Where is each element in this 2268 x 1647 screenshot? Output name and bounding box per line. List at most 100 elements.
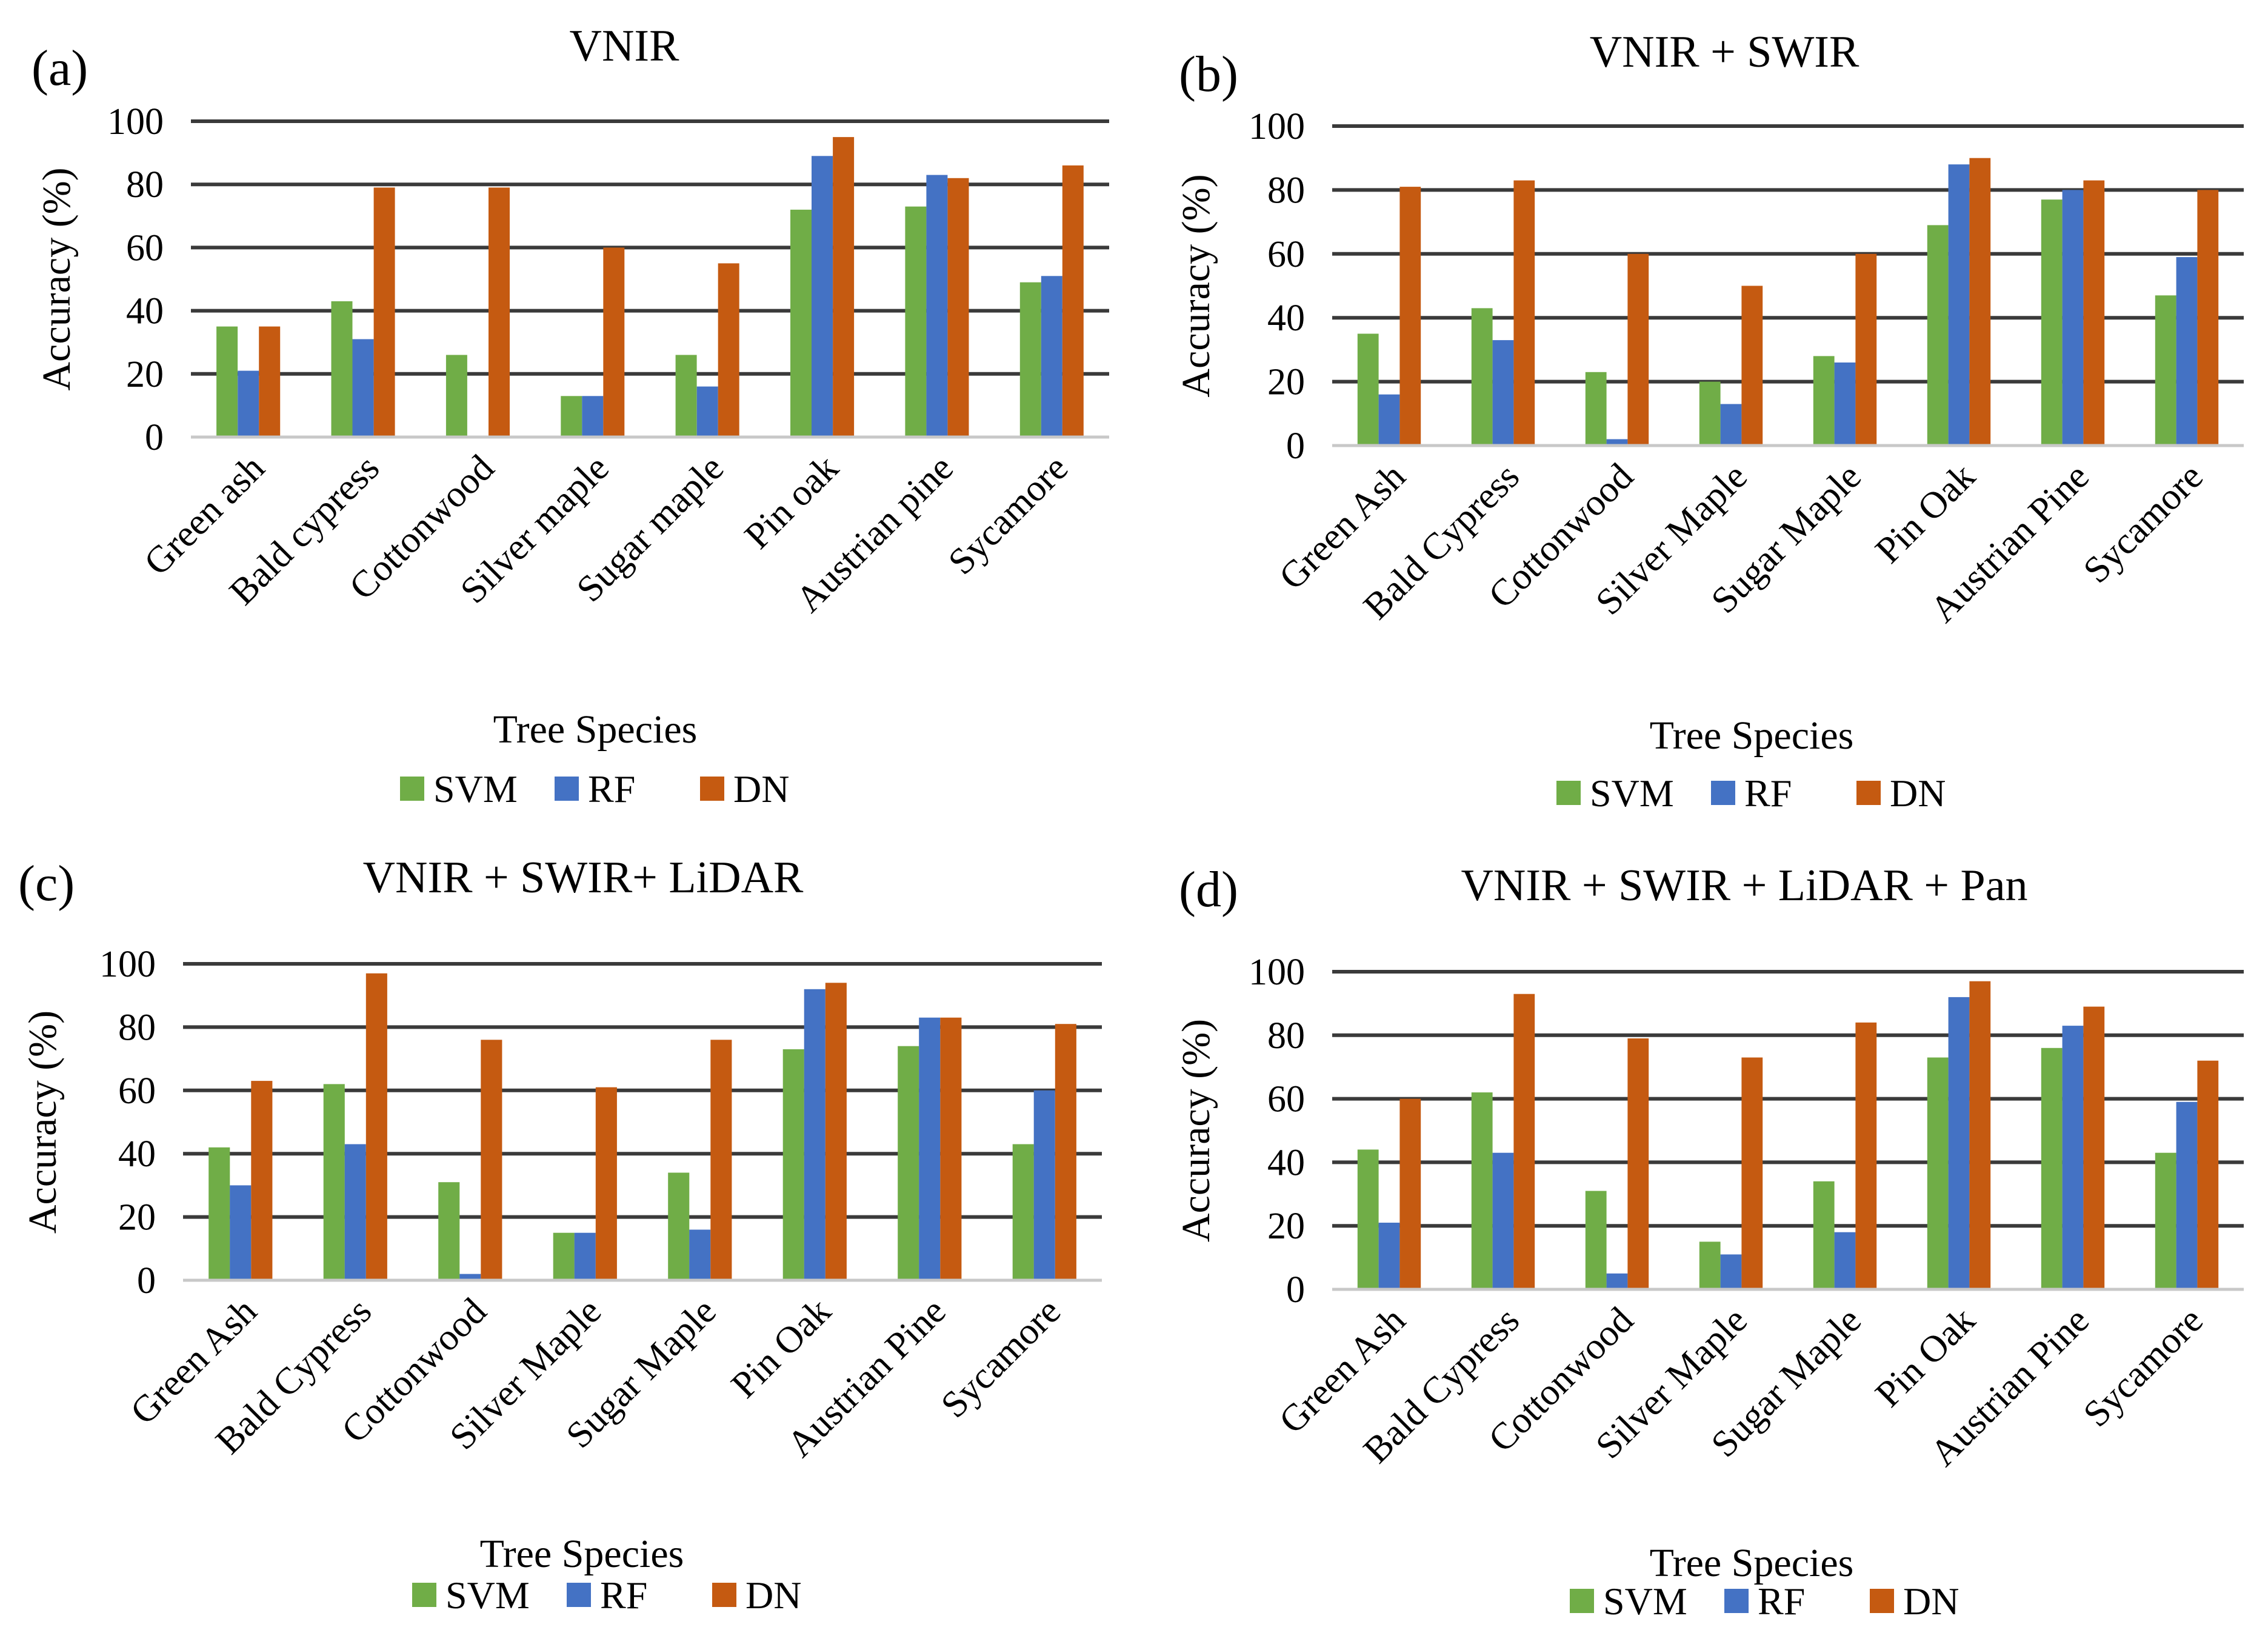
bar-rf-6 [1948,997,1970,1289]
bar-rf-1 [230,1185,252,1280]
legend-label-dn: DN [745,1574,801,1617]
y-tick-label: 100 [1249,952,1305,993]
bar-rf-3 [1606,439,1628,446]
bar-dn-4 [595,1087,617,1280]
x-axis-title: Tree Species [493,707,698,752]
bar-rf-2 [352,339,374,437]
bar-dn-3 [481,1040,502,1280]
bar-svm-2 [1471,308,1493,446]
legend-label-svm: SVM [445,1574,530,1617]
legend-label-svm: SVM [1603,1580,1687,1623]
bar-svm-6 [790,209,812,437]
legend-swatch-svm [412,1583,436,1607]
bar-rf-1 [1378,394,1400,446]
bar-rf-4 [574,1232,596,1280]
bar-dn-2 [373,187,395,437]
y-tick-label: 40 [1267,1142,1305,1183]
bar-rf-5 [696,386,718,437]
bar-rf-4 [1720,1254,1742,1289]
legend-swatch-dn [1856,781,1881,805]
bar-svm-4 [553,1232,575,1280]
y-tick-label: 80 [126,164,164,205]
bar-rf-8 [2176,1101,2198,1289]
y-tick-label: 20 [1267,362,1305,403]
legend-swatch-dn [1870,1589,1894,1613]
bar-dn-6 [833,137,855,437]
bar-dn-5 [718,263,739,437]
bar-dn-1 [1399,1098,1421,1289]
panel-label: (a) [32,40,88,96]
bar-svm-3 [438,1182,460,1280]
y-tick-label: 100 [99,944,156,985]
bar-rf-2 [1492,340,1514,446]
y-tick-label: 0 [1286,1269,1305,1311]
bar-rf-8 [1041,276,1062,437]
bar-rf-4 [582,396,604,437]
bar-dn-5 [1855,1022,1877,1289]
bar-rf-3 [1606,1273,1628,1289]
y-tick-label: 100 [107,101,164,142]
y-tick-label: 60 [126,227,164,269]
bar-svm-7 [2041,1047,2063,1289]
legend-label-svm: SVM [433,767,518,810]
legend: SVM RF DN [400,767,789,810]
legend: SVM RF DN [412,1574,801,1617]
bar-dn-4 [1741,1057,1763,1289]
bar-dn-8 [2197,1060,2219,1289]
legend-label-svm: SVM [1590,772,1674,815]
y-axis-title: Accuracy (%) [35,167,79,390]
y-tick-label: 20 [118,1197,156,1238]
y-tick-label: 0 [137,1260,156,1301]
bar-dn-7 [947,178,969,437]
bar-dn-3 [1627,1038,1649,1289]
bar-rf-5 [689,1229,711,1280]
bar-dn-2 [1513,994,1535,1289]
bar-svm-6 [1927,225,1949,446]
bar-svm-7 [2041,199,2063,446]
bar-dn-4 [1741,286,1763,446]
bar-svm-8 [2155,295,2176,446]
y-tick-label: 40 [118,1134,156,1175]
legend-swatch-dn [700,777,724,801]
bar-svm-5 [1813,356,1835,446]
legend-label-dn: DN [733,767,789,810]
y-tick-label: 0 [145,417,164,458]
bar-rf-7 [2062,190,2084,446]
bar-svm-4 [1699,381,1721,446]
bar-svm-4 [1699,1241,1721,1289]
bar-dn-6 [1969,158,1991,446]
y-tick-label: 40 [1267,298,1305,339]
legend-label-rf: RF [588,767,635,810]
legend-swatch-dn [712,1583,736,1607]
bar-rf-6 [804,989,825,1280]
bar-dn-2 [365,973,387,1280]
bar-dn-8 [1055,1024,1076,1280]
bar-rf-3 [459,1274,481,1280]
legend: SVM RF DN [1570,1580,1959,1623]
bar-dn-8 [2197,190,2219,446]
bar-dn-7 [2083,1006,2105,1289]
bar-dn-8 [1062,165,1084,437]
y-tick-label: 60 [1267,1079,1305,1120]
legend-swatch-svm [1570,1589,1594,1613]
legend-swatch-rf [567,1583,591,1607]
bar-dn-2 [1513,180,1535,446]
bar-rf-1 [1378,1223,1400,1289]
bar-svm-3 [445,355,467,437]
bar-rf-8 [2176,257,2198,446]
chart-title: VNIR + SWIR+ LiDAR [363,853,804,903]
chart-title: VNIR + SWIR [1590,27,1859,77]
bar-rf-4 [1720,404,1742,446]
panel-label: (c) [18,855,75,912]
bar-svm-6 [782,1049,804,1280]
legend-label-dn: DN [1903,1580,1959,1623]
legend-swatch-svm [400,777,424,801]
bar-svm-5 [1813,1181,1835,1289]
y-tick-label: 40 [126,291,164,332]
chart-title: VNIR + SWIR + LiDAR + Pan [1461,861,2027,910]
bar-rf-7 [919,1017,941,1280]
bar-svm-1 [216,326,238,437]
bar-svm-2 [323,1084,345,1280]
bar-rf-7 [926,175,948,437]
y-tick-label: 80 [118,1007,156,1048]
